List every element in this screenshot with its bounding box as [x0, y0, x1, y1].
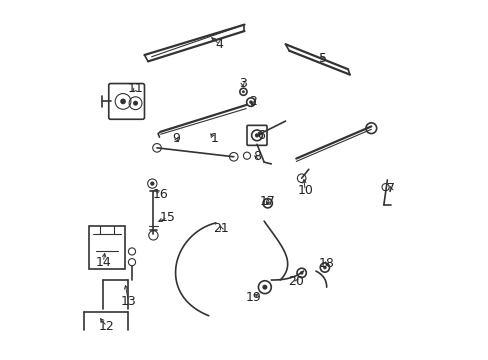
Text: 20: 20	[288, 275, 304, 288]
Text: 19: 19	[245, 291, 261, 305]
Text: 11: 11	[127, 82, 143, 95]
Text: 8: 8	[252, 150, 261, 163]
Text: 3: 3	[238, 77, 246, 90]
Text: 13: 13	[120, 295, 136, 308]
Circle shape	[133, 101, 138, 106]
Text: 18: 18	[318, 257, 334, 270]
Text: 10: 10	[297, 184, 312, 197]
Circle shape	[262, 285, 267, 290]
Circle shape	[299, 271, 303, 275]
Text: 21: 21	[213, 222, 229, 235]
Text: 15: 15	[160, 211, 175, 224]
Circle shape	[254, 133, 259, 138]
Text: 17: 17	[259, 195, 275, 208]
Text: 6: 6	[256, 129, 264, 142]
Text: 9: 9	[172, 132, 180, 145]
Text: 2: 2	[249, 95, 257, 108]
Circle shape	[248, 100, 252, 104]
Text: 16: 16	[152, 188, 168, 201]
Circle shape	[150, 181, 154, 186]
Text: 5: 5	[319, 52, 326, 65]
Text: 7: 7	[386, 183, 394, 195]
Text: 14: 14	[95, 256, 111, 269]
Circle shape	[120, 99, 125, 104]
Text: 4: 4	[215, 38, 223, 51]
Circle shape	[242, 90, 244, 93]
Circle shape	[265, 202, 269, 205]
Circle shape	[323, 266, 326, 269]
Text: 1: 1	[210, 132, 218, 145]
Bar	[89, 226, 124, 269]
Text: 12: 12	[99, 320, 115, 333]
